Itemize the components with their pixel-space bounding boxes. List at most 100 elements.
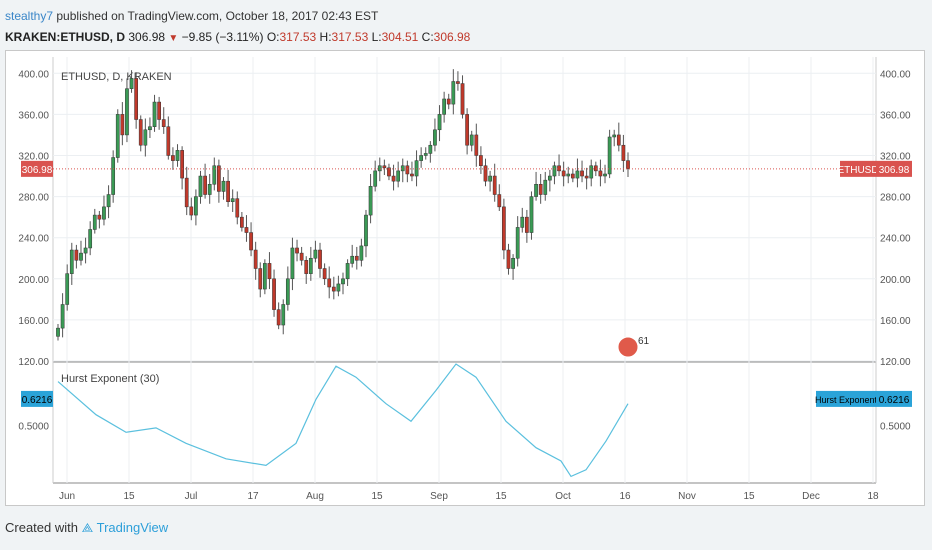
candle-body	[152, 101, 157, 127]
candle-body	[382, 165, 387, 169]
chart-frame[interactable]: 400.00 400.00 360.00 360.00 320.00 320.00 280.…	[5, 50, 925, 506]
candle-body	[543, 179, 548, 195]
candle-body	[304, 260, 309, 274]
candle-body	[272, 278, 276, 310]
candle-body	[345, 263, 350, 280]
symbol-name: KRAKEN:ETHUSD, D	[5, 30, 125, 44]
candle-body	[175, 150, 180, 161]
candle-body	[184, 177, 189, 208]
candle-body	[497, 194, 502, 208]
candle-body	[161, 119, 166, 127]
candle-body	[226, 180, 230, 202]
candle-body	[111, 157, 116, 195]
author-link[interactable]: stealthy7	[5, 9, 54, 23]
x-tick-label: Sep	[430, 491, 448, 502]
candle-body	[396, 170, 401, 182]
candle-body	[235, 198, 240, 218]
candle-body	[83, 247, 88, 254]
candle-body	[405, 165, 410, 175]
candle-body	[584, 175, 589, 179]
indicator-tick-right: 0.5000	[880, 422, 911, 433]
candle-body	[428, 144, 433, 154]
open-value: 317.53	[279, 30, 317, 44]
candle-body	[506, 249, 511, 269]
chart-canvas[interactable]: 400.00 400.00 360.00 360.00 320.00 320.00 280.…	[6, 51, 924, 505]
x-tick-label: 16	[619, 491, 631, 502]
candle-body	[446, 98, 451, 105]
candle-body	[148, 126, 152, 131]
y-tick-label-left: 280.00	[18, 193, 49, 204]
candle-body	[194, 196, 198, 216]
created-with-text: Created with	[5, 520, 78, 535]
candle-body	[207, 184, 212, 195]
last-price-badge-right	[876, 160, 912, 177]
candle-body	[414, 160, 419, 177]
indicator-tick-left: 0.5000	[18, 422, 49, 433]
candle-body	[621, 144, 626, 161]
candle-body	[368, 186, 373, 216]
x-tick-label: 17	[247, 491, 259, 502]
candle-body	[469, 134, 474, 146]
candle-body	[143, 129, 148, 146]
candle-body	[566, 173, 571, 177]
x-tick-label: Nov	[678, 491, 696, 502]
candle-body	[547, 175, 552, 181]
candle-body	[65, 273, 70, 305]
hurst-value-right: 0.6216	[879, 395, 910, 406]
chart-title: ETHUSD, D, KRAKEN	[61, 71, 172, 83]
candle-body	[249, 232, 253, 251]
last-price-badge-left	[21, 160, 53, 177]
candle-body	[281, 304, 286, 326]
candle-body	[451, 81, 456, 105]
candle-body	[377, 165, 382, 172]
candle-body	[561, 170, 566, 177]
candle-body	[290, 247, 295, 280]
candle-body	[456, 81, 460, 84]
candle-body	[515, 227, 520, 259]
candle-body	[92, 214, 97, 230]
candle-body	[56, 327, 60, 337]
candle-body	[359, 245, 364, 261]
candle-body	[387, 167, 391, 177]
x-tick-label: 15	[495, 491, 507, 502]
y-tick-label-left: 400.00	[18, 69, 49, 80]
tradingview-brand[interactable]: TradingView	[96, 520, 169, 535]
hurst-value-left: 0.6216	[22, 395, 53, 406]
y-tick-label-right: 400.00	[880, 69, 911, 80]
candle-body	[217, 165, 221, 192]
candle-body	[267, 263, 272, 280]
candle-body	[534, 184, 538, 197]
x-tick-label: Oct	[555, 491, 571, 502]
candle-body	[474, 134, 479, 156]
y-tick-label-right: 160.00	[880, 316, 911, 327]
symbol-badge-right	[840, 160, 876, 177]
down-arrow-icon: ▼	[168, 33, 179, 44]
candle-body	[570, 173, 575, 179]
candle-body	[607, 136, 612, 175]
hurst-badge-right	[876, 390, 912, 407]
x-tick-label: Dec	[802, 491, 820, 502]
x-tick-label: Aug	[306, 491, 324, 502]
candle-body	[552, 165, 557, 177]
candle-body	[88, 229, 93, 249]
candle-body	[198, 175, 203, 197]
candle-body	[212, 165, 217, 185]
candle-body	[276, 309, 281, 326]
candle-body	[460, 83, 465, 115]
candle-body	[589, 165, 594, 179]
candle-body	[341, 278, 345, 285]
published-text: published on TradingView.com, October 18…	[56, 9, 379, 23]
x-tick-label: 15	[371, 491, 383, 502]
candle-body	[240, 216, 244, 228]
low-value: 304.51	[381, 30, 419, 44]
x-tick-label: 15	[743, 491, 755, 502]
indicator-title: Hurst Exponent (30)	[61, 373, 159, 385]
y-tick-label-right: 200.00	[880, 275, 911, 286]
candle-body	[492, 175, 497, 195]
event-flag-icon	[617, 336, 639, 358]
candle-body	[318, 249, 322, 269]
candle-body	[483, 165, 488, 182]
y-tick-label-left: 200.00	[18, 275, 49, 286]
low-label: L:	[371, 30, 382, 44]
open-label: O:	[266, 30, 280, 44]
